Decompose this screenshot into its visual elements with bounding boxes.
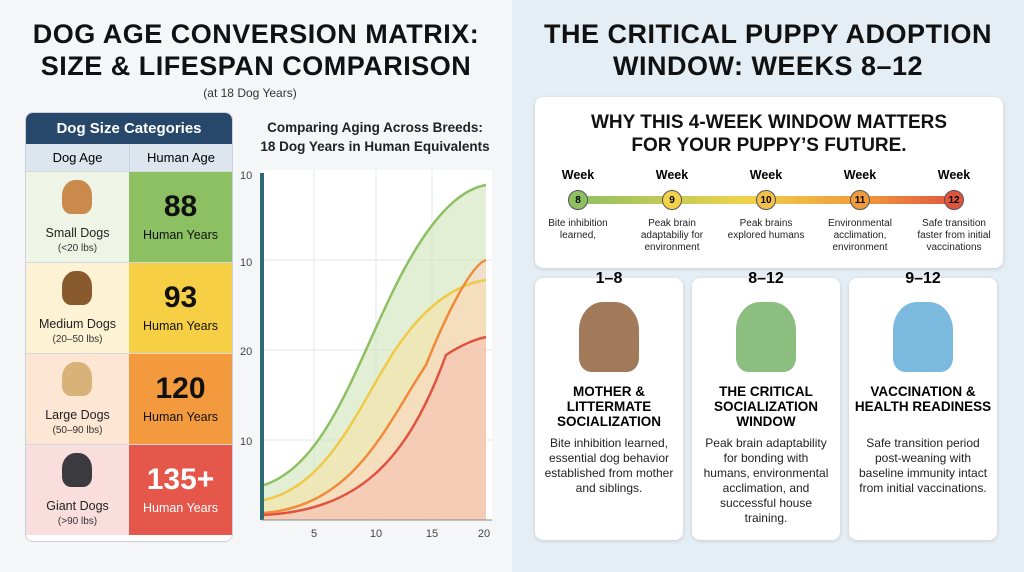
heading-line: WHY THIS 4-WEEK WINDOW MATTERS xyxy=(590,112,948,133)
size-table: Dog Size Categories Dog Age Human Age Sm… xyxy=(25,112,233,542)
age-value: 135+ xyxy=(146,463,215,496)
area-red xyxy=(264,337,486,520)
week-label: Week xyxy=(749,168,783,182)
y-label: 20 xyxy=(240,346,252,358)
card-title: MOTHER & LITTERMATE SOCIALIZATION xyxy=(557,384,661,429)
age-cell: 93 Human Years xyxy=(129,262,232,353)
size-label: Medium Dogs xyxy=(38,317,117,331)
week-label: Week xyxy=(937,168,971,182)
x-label: 5 xyxy=(311,528,317,540)
left-title: DOG AGE CONVERSION MATRIX: SIZE & LIFESP… xyxy=(0,18,512,82)
weight-label: (>90 lbs) xyxy=(57,516,98,527)
dog-icon xyxy=(62,362,92,396)
x-label: 15 xyxy=(426,528,438,540)
age-cell: 120 Human Years xyxy=(129,353,232,444)
card-title: THE CRITICAL SOCIALIZATION WINDOW xyxy=(714,384,818,429)
weight-label: (<20 lbs) xyxy=(57,243,98,254)
age-cell: 88 Human Years xyxy=(129,171,232,262)
dog-icon xyxy=(62,453,92,487)
week-label: Week xyxy=(561,168,595,182)
y-labels: 10 10 20 10 xyxy=(240,170,252,448)
card-body: Safe transition period post-weaning with… xyxy=(858,436,988,495)
table-caption: Dog Size Categories xyxy=(26,113,232,144)
card-body: Bite inhibition learned, essential dog b… xyxy=(544,436,674,495)
size-cell: Giant Dogs (>90 lbs) xyxy=(26,444,129,535)
window-box: WHY THIS 4-WEEK WINDOW MATTERS FOR YOUR … xyxy=(535,97,1003,268)
chart-title-line: 18 Dog Years in Human Equivalents xyxy=(260,139,490,154)
info-card: 1–8 MOTHER & LITTERMATE SOCIALIZATION Bite… xyxy=(535,270,683,540)
curve-small xyxy=(263,183,487,487)
card-illustration xyxy=(893,302,953,372)
card-range: 9–12 xyxy=(905,270,941,287)
size-label: Giant Dogs xyxy=(46,499,109,513)
weight-label: (50–90 lbs) xyxy=(52,425,103,436)
week-caption: Environmental acclimation, environment xyxy=(828,218,892,253)
weight-label: (20–50 lbs) xyxy=(52,334,103,345)
age-cell: 135+ Human Years xyxy=(129,444,232,535)
chart-title-line: Comparing Aging Across Breeds: xyxy=(267,120,483,135)
column-header: Human Age xyxy=(129,144,232,171)
info-card: 9–12 VACCINATION & HEALTH READINESS Safe t… xyxy=(849,270,997,540)
week-dot: 11 xyxy=(850,190,870,210)
title-line: WINDOW: WEEKS 8–12 xyxy=(612,51,924,81)
age-value: 120 xyxy=(155,372,206,405)
title-line: THE CRITICAL PUPPY ADOPTION xyxy=(543,19,993,49)
week-caption: Safe transition faster from initial vacc… xyxy=(917,218,991,253)
age-unit: Human Years xyxy=(142,319,219,333)
subtitle: (at 18 Dog Years) xyxy=(203,86,297,100)
title-line: DOG AGE CONVERSION MATRIX: xyxy=(32,19,480,49)
curve-medium xyxy=(263,278,487,502)
age-unit: Human Years xyxy=(142,410,219,424)
x-label: 20 xyxy=(478,528,490,540)
card-range: 1–8 xyxy=(595,270,623,287)
size-cell: Large Dogs (50–90 lbs) xyxy=(26,353,129,444)
dog-icon xyxy=(62,271,92,305)
size-cell: Medium Dogs (20–50 lbs) xyxy=(26,262,129,353)
week-caption: Bite inhibition learned, xyxy=(548,218,608,241)
week-dot: 8 xyxy=(568,190,588,210)
age-value: 88 xyxy=(163,190,198,223)
card-range: 8–12 xyxy=(748,270,784,287)
aging-chart: 10 10 20 10 5 10 15 20 xyxy=(240,170,492,540)
curve-giant xyxy=(263,335,487,517)
y-label: 10 xyxy=(240,170,252,182)
card-illustration xyxy=(579,302,639,372)
heading-line: FOR YOUR PUPPY’S FUTURE. xyxy=(631,135,907,156)
x-labels: 5 10 15 20 xyxy=(311,528,490,540)
column-header: Dog Age xyxy=(26,144,129,171)
right-title: THE CRITICAL PUPPY ADOPTION WINDOW: WEEK… xyxy=(512,18,1024,82)
week-dot: 12 xyxy=(944,190,964,210)
size-label: Large Dogs xyxy=(45,408,110,422)
title-line: SIZE & LIFESPAN COMPARISON xyxy=(40,51,472,81)
size-cell: Small Dogs (<20 lbs) xyxy=(26,171,129,262)
age-unit: Human Years xyxy=(142,228,219,242)
y-label: 10 xyxy=(240,257,252,269)
week-caption: Peak brain adaptabiliy for environment xyxy=(640,218,704,253)
age-unit: Human Years xyxy=(142,501,219,515)
y-label: 10 xyxy=(240,436,252,448)
week-caption: Peak brains explored humans xyxy=(727,218,805,241)
x-label: 10 xyxy=(370,528,382,540)
week-label: Week xyxy=(655,168,689,182)
card-title: VACCINATION & HEALTH READINESS xyxy=(854,384,992,414)
dog-icon xyxy=(62,180,92,214)
age-value: 93 xyxy=(163,281,198,314)
week-dot: 10 xyxy=(756,190,776,210)
card-illustration xyxy=(736,302,796,372)
info-card: 8–12 THE CRITICAL SOCIALIZATION WINDOW Pea… xyxy=(692,270,840,540)
box-heading: WHY THIS 4-WEEK WINDOW MATTERS FOR YOUR … xyxy=(535,111,1003,157)
curve-large xyxy=(263,258,487,515)
week-label: Week xyxy=(843,168,877,182)
week-dot: 9 xyxy=(662,190,682,210)
size-label: Small Dogs xyxy=(45,226,110,240)
chart-title: Comparing Aging Across Breeds: 18 Dog Ye… xyxy=(240,118,510,156)
card-body: Peak brain adaptability for bonding with… xyxy=(703,436,829,525)
